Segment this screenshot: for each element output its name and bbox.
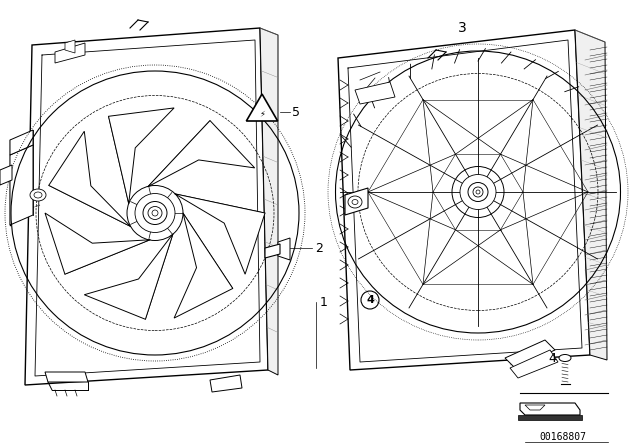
Polygon shape — [25, 28, 268, 385]
Polygon shape — [174, 213, 233, 318]
Polygon shape — [55, 43, 85, 63]
Polygon shape — [338, 30, 590, 370]
Polygon shape — [278, 238, 290, 260]
Text: ⚡: ⚡ — [259, 109, 265, 119]
Polygon shape — [355, 82, 395, 104]
Ellipse shape — [143, 202, 167, 224]
Polygon shape — [505, 340, 555, 368]
Polygon shape — [575, 30, 607, 360]
Polygon shape — [246, 94, 278, 121]
Ellipse shape — [30, 189, 46, 201]
Polygon shape — [65, 40, 75, 53]
Polygon shape — [520, 403, 580, 415]
Ellipse shape — [468, 182, 488, 202]
Polygon shape — [210, 375, 242, 392]
Text: 2: 2 — [315, 241, 323, 254]
Polygon shape — [260, 28, 278, 375]
Ellipse shape — [34, 192, 42, 198]
Polygon shape — [45, 372, 88, 382]
Polygon shape — [10, 130, 33, 155]
Polygon shape — [345, 188, 368, 215]
Polygon shape — [148, 121, 255, 187]
Ellipse shape — [348, 196, 362, 208]
Text: 5: 5 — [292, 105, 300, 119]
Text: 4: 4 — [366, 295, 374, 305]
Polygon shape — [84, 234, 173, 319]
Polygon shape — [10, 145, 33, 225]
Text: 3: 3 — [458, 21, 467, 35]
Text: 1: 1 — [320, 296, 328, 309]
Polygon shape — [109, 108, 174, 204]
Text: 4: 4 — [548, 352, 556, 365]
Ellipse shape — [559, 354, 571, 362]
Ellipse shape — [148, 207, 162, 220]
Polygon shape — [510, 350, 558, 378]
Polygon shape — [525, 405, 545, 410]
Ellipse shape — [460, 175, 496, 210]
Text: 00168807: 00168807 — [540, 432, 586, 442]
Polygon shape — [518, 415, 582, 420]
Polygon shape — [265, 244, 280, 258]
Polygon shape — [0, 165, 12, 185]
Polygon shape — [49, 131, 131, 227]
Ellipse shape — [135, 194, 175, 233]
Polygon shape — [175, 194, 265, 274]
Polygon shape — [45, 213, 150, 274]
